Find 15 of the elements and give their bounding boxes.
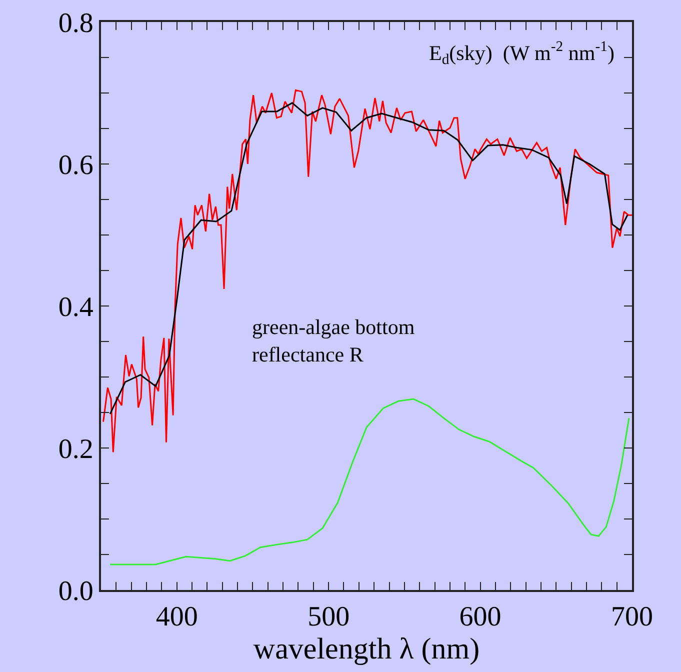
annotation: E$_{d}$(sky) (W m$^{-2}$ nm$^{-1}$) [429, 39, 614, 68]
line-series [102, 89, 632, 454]
line-series [109, 398, 630, 566]
x-tick-label: 500 [308, 602, 350, 633]
y-tick-label: 0.2 [58, 434, 94, 465]
annotation: green-algae bottom reflectance R [252, 315, 415, 366]
x-tick-label: 700 [611, 602, 653, 633]
x-tick-label: 400 [156, 602, 198, 633]
y-tick-label: 0.8 [58, 8, 94, 39]
x-axis-title: wavelength λ (nm) [253, 632, 480, 666]
y-tick-label: 0.0 [58, 576, 94, 607]
x-tick-label: 600 [459, 602, 502, 633]
y-tick-label: 0.4 [58, 292, 94, 323]
line-series [109, 102, 628, 415]
y-tick-label: 0.6 [58, 150, 94, 181]
